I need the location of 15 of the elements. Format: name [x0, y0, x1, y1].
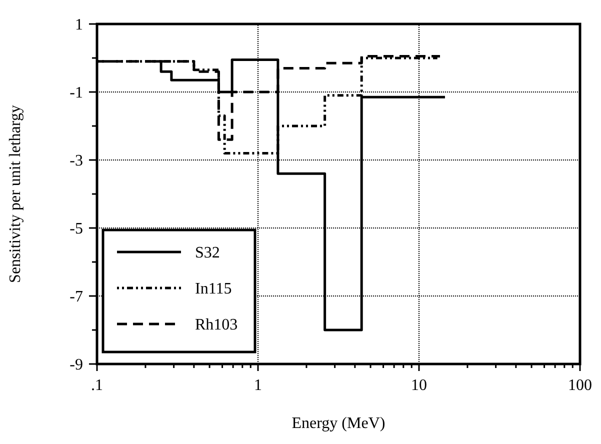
x-tick-label: 100	[568, 377, 592, 394]
x-tick-label: .1	[91, 377, 103, 394]
legend-label: In115	[195, 280, 232, 298]
y-tick-label: -3	[70, 152, 83, 170]
y-tick-label: -9	[70, 356, 83, 374]
y-tick-label: -1	[70, 84, 83, 102]
y-axis-title: Sensitivity per unit lethargy	[7, 105, 24, 283]
x-axis-title: Energy (MeV)	[292, 415, 386, 432]
y-tick-label: -5	[70, 220, 83, 238]
x-tick-label: 10	[411, 377, 427, 394]
x-tick-label: 1	[254, 377, 262, 394]
legend-label: S32	[195, 244, 220, 262]
y-tick-label: -7	[70, 288, 83, 306]
legend-label: Rh103	[195, 316, 238, 334]
y-tick-label: 1	[75, 16, 83, 34]
